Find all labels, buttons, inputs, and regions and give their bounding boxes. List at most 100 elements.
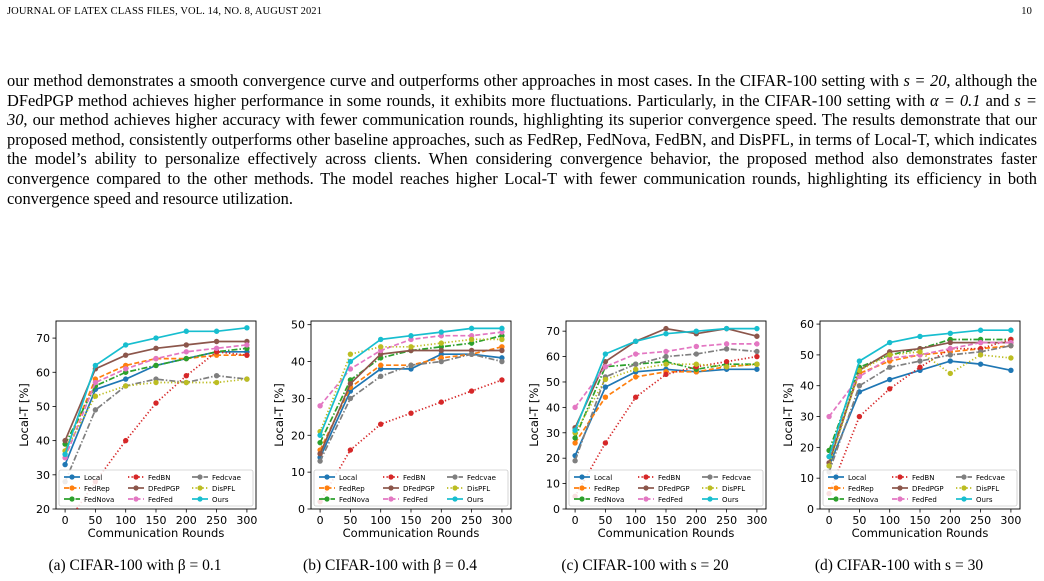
- data-point-ours: [977, 327, 984, 333]
- data-point-ours: [886, 339, 893, 346]
- data-point-ours: [917, 333, 923, 340]
- data-point-dispfl: [122, 383, 129, 389]
- x-tick-label: 100: [879, 514, 900, 527]
- y-tick-label: 70: [546, 325, 560, 338]
- data-point-ours: [377, 336, 384, 343]
- legend-label-fedcvae: Fedcvae: [467, 474, 496, 482]
- data-point-fedcvae: [886, 364, 893, 370]
- data-point-fedfed: [317, 403, 323, 409]
- y-tick-label: 60: [546, 351, 560, 364]
- series-group: [572, 325, 760, 499]
- data-point-ours: [693, 328, 700, 334]
- data-point-fedbn: [347, 447, 354, 453]
- data-point-dispfl: [183, 379, 190, 386]
- data-point-fedbn: [244, 352, 250, 358]
- data-point-dispfl: [977, 352, 984, 358]
- data-point-dispfl: [856, 367, 863, 374]
- figure-caption: (d) CIFAR-100 with s = 30: [814, 557, 984, 574]
- data-point-ours: [153, 335, 159, 341]
- legend-marker-fedcvae: [707, 474, 713, 480]
- legend-marker-fednova: [579, 496, 585, 502]
- data-point-fedfed: [754, 341, 760, 347]
- data-point-dispfl: [468, 336, 475, 343]
- text-run: and: [980, 90, 1015, 110]
- legend-marker-fednova: [833, 496, 839, 502]
- data-point-fedcvae: [499, 358, 505, 365]
- data-point-ours: [602, 351, 609, 357]
- data-point-fedcvae: [468, 351, 475, 357]
- x-tick-label: 250: [461, 514, 482, 527]
- running-header: JOURNAL OF LATEX CLASS FILES, VOL. 14, N…: [7, 6, 1032, 20]
- data-point-dispfl: [347, 351, 354, 357]
- legend-marker-local: [324, 474, 330, 480]
- data-point-ours: [663, 331, 669, 337]
- data-point-fedfed: [213, 345, 220, 352]
- legend-marker-ours: [961, 496, 967, 502]
- legend-label-dfedpgp: DFedPGP: [912, 485, 944, 493]
- legend-label-local: Local: [848, 474, 866, 482]
- data-point-dispfl: [663, 361, 669, 367]
- data-point-local: [947, 358, 954, 364]
- x-axis-label: Communication Rounds: [852, 526, 989, 540]
- line-chart: 0 10 20 30 40 50 60 70 0 50 100 150 200 250 300 Communi…: [527, 320, 767, 540]
- legend-label-fedrep: FedRep: [594, 485, 620, 493]
- series-group: [62, 325, 250, 509]
- legend-label-fednova: FedNova: [594, 496, 624, 504]
- data-point-fedbn: [602, 440, 609, 446]
- y-tick-label: 30: [546, 427, 560, 440]
- data-point-fedrep: [602, 394, 609, 400]
- page-number: 10: [1021, 6, 1032, 17]
- data-point-fedfed: [826, 413, 832, 420]
- y-tick-label: 30: [36, 469, 50, 482]
- data-point-fednova: [183, 355, 190, 362]
- figure-d: 0 10 20 30 40 50 60 0 50 100 150 200 250 300 Communica…: [770, 312, 1028, 576]
- legend-marker-dfedpgp: [133, 485, 139, 491]
- legend-label-fedbn: FedBN: [403, 474, 425, 482]
- data-point-fedrep: [572, 440, 578, 446]
- legend-box: [58, 469, 254, 507]
- y-tick-label: 20: [546, 452, 560, 465]
- legend-marker-fedfed: [643, 496, 649, 502]
- data-point-dispfl: [244, 376, 250, 382]
- legend-label-ours: Ours: [722, 496, 739, 504]
- legend-marker-fedcvae: [961, 474, 967, 480]
- data-point-dispfl: [632, 366, 639, 372]
- data-point-dispfl: [408, 344, 414, 350]
- data-point-dispfl: [92, 393, 99, 399]
- data-point-local: [977, 361, 984, 367]
- legend-box: [822, 469, 1018, 507]
- data-point-dfedpgp: [62, 437, 68, 444]
- x-tick-label: 100: [625, 514, 646, 527]
- legend-marker-fedfed: [388, 496, 394, 502]
- data-point-fedcvae: [632, 361, 639, 367]
- data-point-dispfl: [947, 370, 954, 377]
- data-point-local: [1008, 367, 1014, 374]
- data-point-dispfl: [826, 463, 832, 469]
- legend-label-fedcvae: Fedcvae: [212, 474, 241, 482]
- data-point-dispfl: [693, 361, 700, 367]
- data-point-fedbn: [856, 413, 863, 420]
- legend-marker-fedcvae: [452, 474, 458, 480]
- data-point-dfedpgp: [663, 325, 669, 332]
- data-point-fedbn: [153, 400, 159, 406]
- legend-marker-local: [579, 474, 585, 480]
- data-point-dispfl: [886, 352, 893, 358]
- data-point-fedbn: [438, 399, 445, 405]
- data-point-dfedpgp: [602, 358, 609, 365]
- figure-caption: (a) CIFAR-100 with β = 0.1: [48, 557, 222, 574]
- data-point-fedfed: [572, 404, 578, 411]
- y-tick-label: 10: [546, 478, 560, 491]
- legend-label-dispfl: DisPFL: [722, 485, 745, 493]
- data-point-local: [602, 384, 609, 390]
- legend-marker-dfedpgp: [897, 485, 903, 491]
- x-tick-label: 150: [656, 514, 677, 527]
- data-point-dfedpgp: [183, 342, 190, 348]
- data-point-ours: [62, 451, 68, 458]
- data-point-dfedpgp: [153, 345, 159, 352]
- legend-marker-fedbn: [133, 474, 139, 480]
- legend-marker-ours: [197, 496, 203, 502]
- data-point-ours: [92, 362, 99, 369]
- x-tick-label: 100: [370, 514, 391, 527]
- legend-marker-fedrep: [833, 485, 839, 491]
- y-tick-label: 60: [800, 318, 814, 331]
